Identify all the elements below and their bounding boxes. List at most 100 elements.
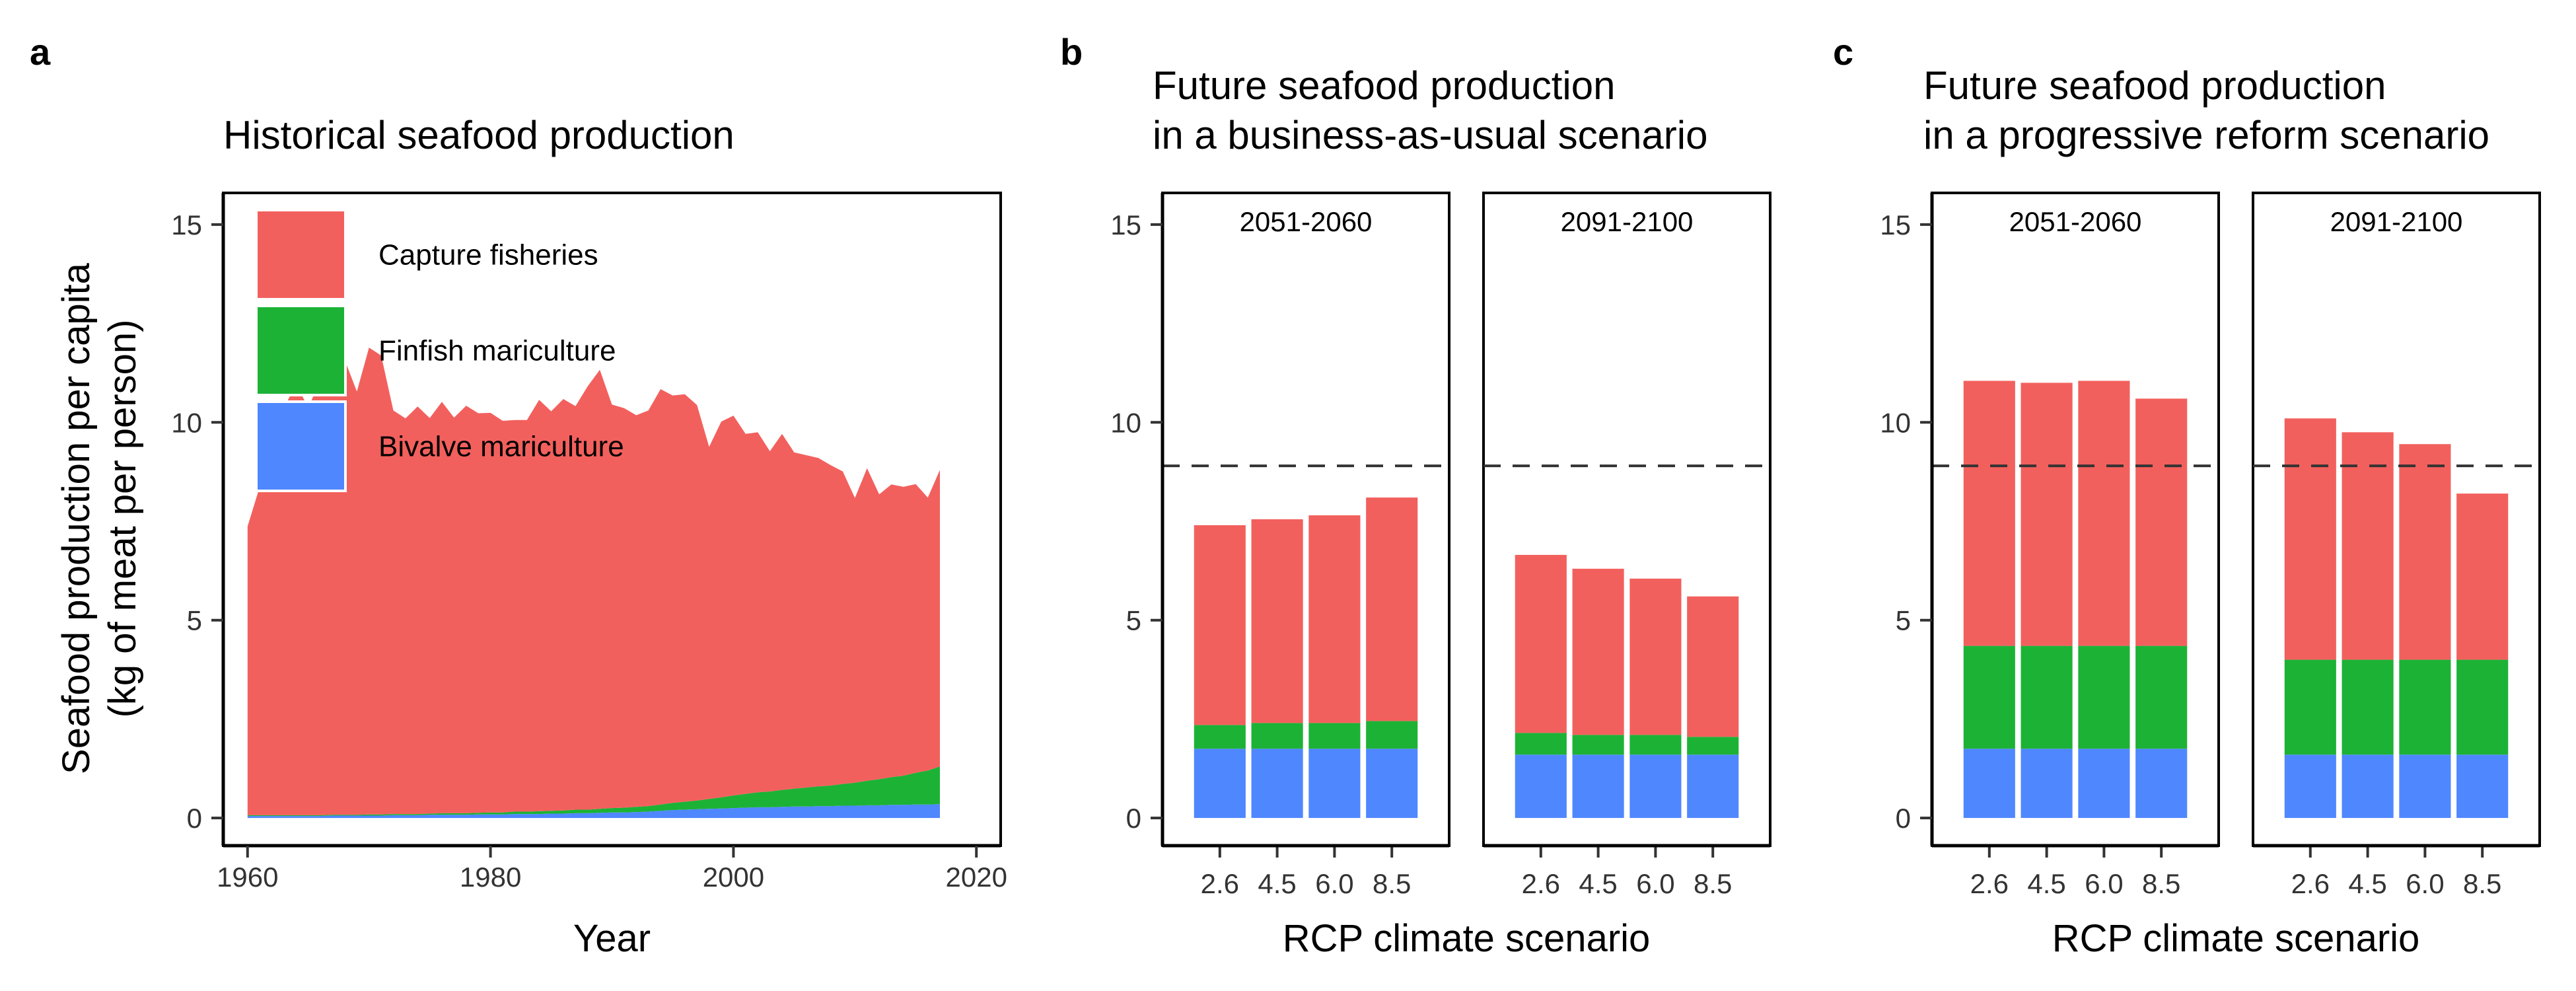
bar-capture bbox=[1687, 596, 1739, 737]
bar-capture bbox=[2342, 432, 2394, 660]
bar-bivalve bbox=[2135, 749, 2188, 819]
panel-title: in a progressive reform scenario bbox=[1923, 113, 2489, 157]
area-finfish bbox=[247, 766, 940, 817]
bar-capture bbox=[1572, 568, 1624, 735]
bar-finfish bbox=[2078, 645, 2130, 749]
bar-capture bbox=[1366, 497, 1418, 721]
bar-bivalve bbox=[2078, 749, 2130, 819]
bar-capture bbox=[1963, 381, 2015, 646]
bar-capture bbox=[1629, 578, 1682, 735]
bar-finfish bbox=[2342, 659, 2394, 755]
bar-capture bbox=[2284, 418, 2336, 660]
facet-2091-2100: 2091-2100 2.6 4.5 6.0 8.5 bbox=[1482, 192, 1771, 899]
bar-capture bbox=[2399, 444, 2451, 660]
x-tick-label: 6.0 bbox=[2085, 868, 2123, 899]
bar-bivalve bbox=[1251, 749, 1303, 819]
panel-title: Historical seafood production bbox=[223, 113, 734, 157]
x-axis-title: RCP climate scenario bbox=[2052, 917, 2420, 960]
bar-finfish bbox=[2135, 645, 2188, 749]
panel-letter: b bbox=[1060, 31, 1083, 73]
bar-finfish bbox=[1963, 645, 2015, 749]
x-tick-label: 2.6 bbox=[1970, 868, 2009, 899]
x-tick-label: 2000 bbox=[703, 862, 764, 893]
x-tick-label: 6.0 bbox=[1315, 868, 1353, 899]
bar-capture bbox=[2135, 398, 2188, 646]
legend-key-finfish bbox=[255, 305, 347, 396]
bar-capture bbox=[1194, 525, 1246, 725]
bar-bivalve bbox=[2021, 749, 2073, 819]
x-tick-label: 2.6 bbox=[2291, 868, 2330, 899]
x-tick-label: 4.5 bbox=[2348, 868, 2386, 899]
bar-bivalve bbox=[2284, 754, 2336, 819]
legend-key-capture bbox=[255, 209, 347, 301]
area-bivalve bbox=[247, 804, 940, 819]
x-axis-title: Year bbox=[573, 917, 651, 960]
bar-bivalve bbox=[2342, 754, 2394, 819]
area-capture bbox=[247, 348, 940, 815]
bar-finfish bbox=[1515, 733, 1567, 755]
x-tick-label: 8.5 bbox=[1694, 868, 1732, 899]
x-tick-label: 2.6 bbox=[1522, 868, 1560, 899]
bar-capture bbox=[2021, 383, 2073, 646]
y-tick-label: 5 bbox=[1896, 605, 1911, 636]
bar-finfish bbox=[1251, 723, 1303, 749]
x-tick-label: 2.6 bbox=[1201, 868, 1239, 899]
facet-label: 2091-2100 bbox=[1561, 206, 1694, 237]
bar-bivalve bbox=[1194, 749, 1246, 819]
facet-2051-2060: 2051-2060 2.6 4.5 6.0 8.5 bbox=[1931, 192, 2220, 899]
bar-finfish bbox=[2284, 659, 2336, 755]
panel-c: c Future seafood production in a progressi… bbox=[1833, 31, 2541, 960]
legend-label: Capture fisheries bbox=[378, 239, 598, 272]
bar-capture bbox=[2456, 494, 2509, 660]
bar-bivalve bbox=[1366, 749, 1418, 819]
bar-finfish bbox=[1687, 737, 1739, 755]
bar-finfish bbox=[1572, 735, 1624, 755]
legend-label: Bivalve mariculture bbox=[378, 431, 624, 463]
panel-title: Future seafood production bbox=[1923, 63, 2386, 108]
bar-bivalve bbox=[1308, 749, 1361, 819]
bar-finfish bbox=[2021, 645, 2073, 749]
y-axis-title: (kg of meat per person) bbox=[101, 320, 144, 718]
bar-bivalve bbox=[1629, 754, 1682, 819]
legend: Capture fisheries Finfish mariculture Biva… bbox=[255, 209, 624, 492]
bar-bivalve bbox=[1572, 754, 1624, 819]
y-tick-label: 0 bbox=[187, 803, 202, 834]
x-axis-title: RCP climate scenario bbox=[1283, 917, 1651, 960]
bar-bivalve bbox=[2456, 754, 2509, 819]
x-tick-label: 4.5 bbox=[2027, 868, 2065, 899]
panel-a: a Historical seafood production 0 5 10 15 1960… bbox=[30, 31, 1007, 960]
legend-label: Finfish mariculture bbox=[378, 335, 616, 367]
x-tick-label: 6.0 bbox=[2406, 868, 2444, 899]
bar-bivalve bbox=[1687, 754, 1739, 819]
bar-finfish bbox=[1308, 723, 1361, 749]
legend-key-bivalve bbox=[255, 400, 347, 492]
facet-label: 2091-2100 bbox=[2330, 206, 2463, 237]
x-tick-label: 1980 bbox=[460, 862, 521, 893]
y-tick-label: 10 bbox=[1880, 407, 1911, 438]
facet-2091-2100: 2091-2100 2.6 4.5 6.0 8.5 bbox=[2252, 192, 2541, 899]
facet-2051-2060: 2051-2060 2.6 4.5 6.0 8.5 bbox=[1161, 192, 1450, 899]
x-tick-label: 1960 bbox=[217, 862, 278, 893]
facet-label: 2051-2060 bbox=[2009, 206, 2142, 237]
y-tick-label: 0 bbox=[1126, 803, 1141, 834]
y-tick-label: 0 bbox=[1896, 803, 1911, 834]
bar-capture bbox=[1251, 519, 1303, 723]
y-tick-label: 15 bbox=[1110, 209, 1141, 240]
panel-title: in a business-as-usual scenario bbox=[1153, 113, 1707, 157]
y-tick-label: 15 bbox=[171, 209, 202, 240]
x-tick-label: 8.5 bbox=[2142, 868, 2180, 899]
panel-title: Future seafood production bbox=[1153, 63, 1615, 108]
x-tick-label: 4.5 bbox=[1579, 868, 1617, 899]
panel-b: b Future seafood production in a business-… bbox=[1060, 31, 1771, 960]
y-axis-title: Seafood production per capita bbox=[55, 262, 98, 774]
bar-capture bbox=[2078, 381, 2130, 646]
facet-label: 2051-2060 bbox=[1240, 206, 1373, 237]
y-tick-label: 5 bbox=[187, 605, 202, 636]
y-tick-label: 5 bbox=[1126, 605, 1141, 636]
y-tick-label: 10 bbox=[1110, 407, 1141, 438]
bar-finfish bbox=[1629, 735, 1682, 755]
bar-finfish bbox=[2399, 659, 2451, 755]
y-tick-label: 15 bbox=[1880, 209, 1911, 240]
x-tick-label: 2020 bbox=[946, 862, 1007, 893]
